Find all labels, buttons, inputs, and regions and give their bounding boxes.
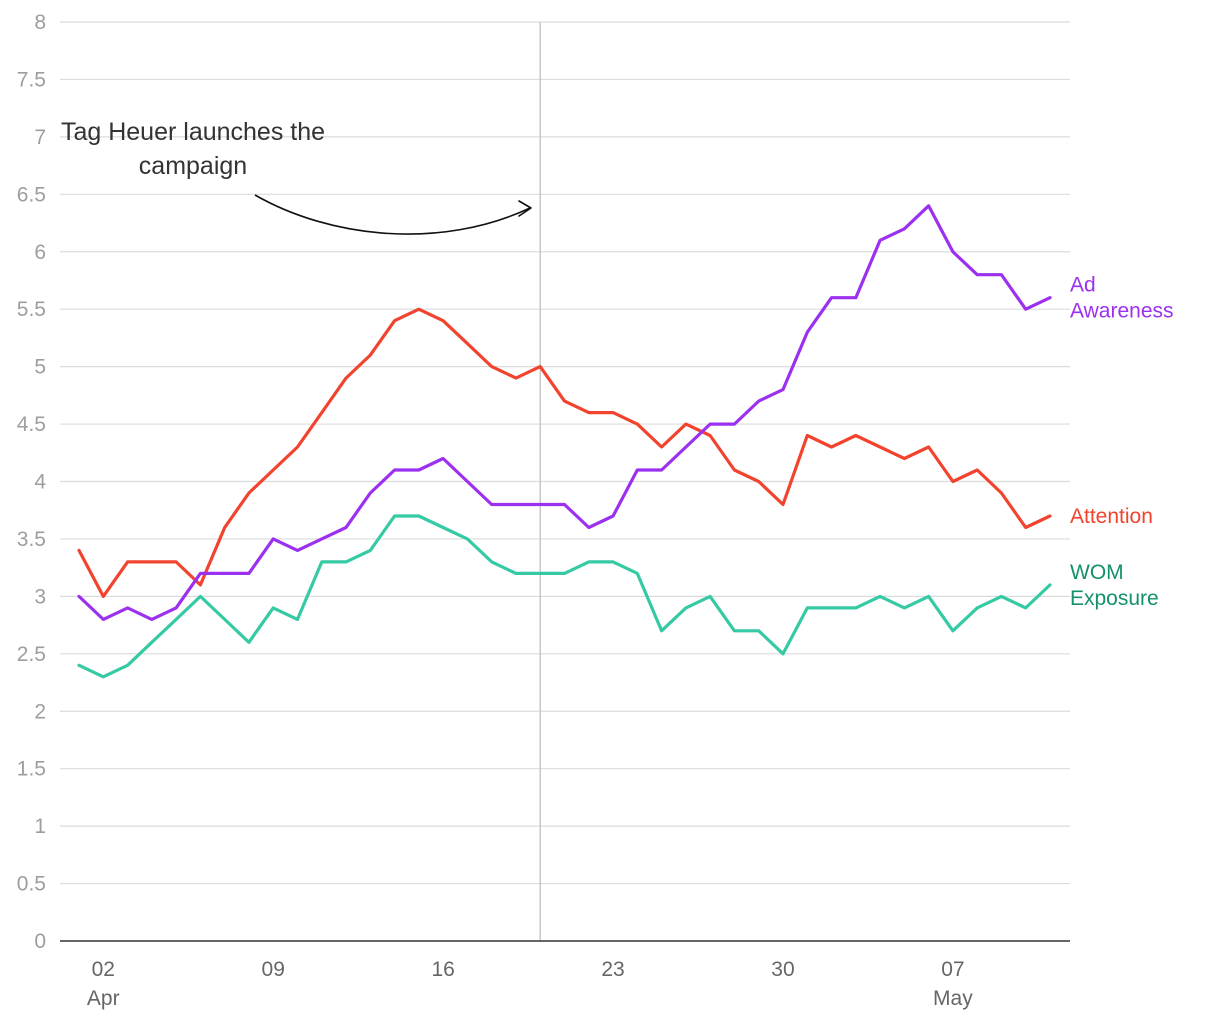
campaign-annotation: Tag Heuer launches the campaign [61, 118, 532, 235]
series-label: Attention [1070, 505, 1153, 528]
series-line-attention [77, 307, 1052, 599]
y-tick-label: 1 [34, 815, 46, 838]
y-tick-label: 6.5 [17, 183, 46, 206]
series-lines [77, 204, 1052, 679]
x-tick-label: 30 [771, 958, 794, 981]
series-label: WOM [1070, 561, 1124, 584]
x-tick-label: 07 [941, 958, 964, 981]
x-tick-label: 09 [262, 958, 285, 981]
gridlines [60, 21, 1070, 885]
y-tick-label: 4.5 [17, 413, 46, 436]
y-tick-label: 2.5 [17, 643, 46, 666]
series-label: Exposure [1070, 587, 1159, 610]
series-line-wom-exposure [77, 514, 1052, 679]
x-month-label: May [933, 987, 973, 1010]
y-tick-label: 7 [34, 126, 46, 149]
series-label: Awareness [1070, 300, 1174, 323]
y-tick-label: 3 [34, 585, 46, 608]
y-tick-label: 0 [34, 930, 46, 953]
y-tick-label: 3.5 [17, 528, 46, 551]
annotation-arrow-head [518, 200, 532, 217]
y-tick-label: 0.5 [17, 873, 46, 896]
x-tick-label: 23 [601, 958, 624, 981]
y-axis-ticks: 0 0.5 1 1.5 2 2.5 3 3.5 4 4.5 5 5.5 6 6.5 7 7.5 8 [17, 11, 47, 953]
y-tick-label: 5.5 [17, 298, 46, 321]
series-labels: Attention Ad Awareness WOM Exposure [1070, 274, 1174, 610]
y-tick-label: 1.5 [17, 758, 46, 781]
x-axis-ticks: 02 Apr 09 16 23 30 07 May [87, 958, 973, 1010]
series-line-ad-awareness [77, 204, 1052, 622]
x-tick-label: 02 [92, 958, 115, 981]
y-tick-label: 5 [34, 356, 46, 379]
annotation-text-line-2: campaign [139, 152, 247, 180]
y-tick-label: 4 [34, 471, 46, 494]
annotation-text-line-1: Tag Heuer launches the [61, 118, 325, 146]
y-tick-label: 8 [34, 11, 46, 34]
y-tick-label: 6 [34, 241, 46, 264]
y-tick-label: 7.5 [17, 68, 46, 91]
x-tick-label: 16 [431, 958, 454, 981]
annotation-arrow-curve [254, 194, 531, 235]
x-month-label: Apr [87, 987, 120, 1010]
y-tick-label: 2 [34, 700, 46, 723]
series-label: Ad [1070, 274, 1096, 297]
